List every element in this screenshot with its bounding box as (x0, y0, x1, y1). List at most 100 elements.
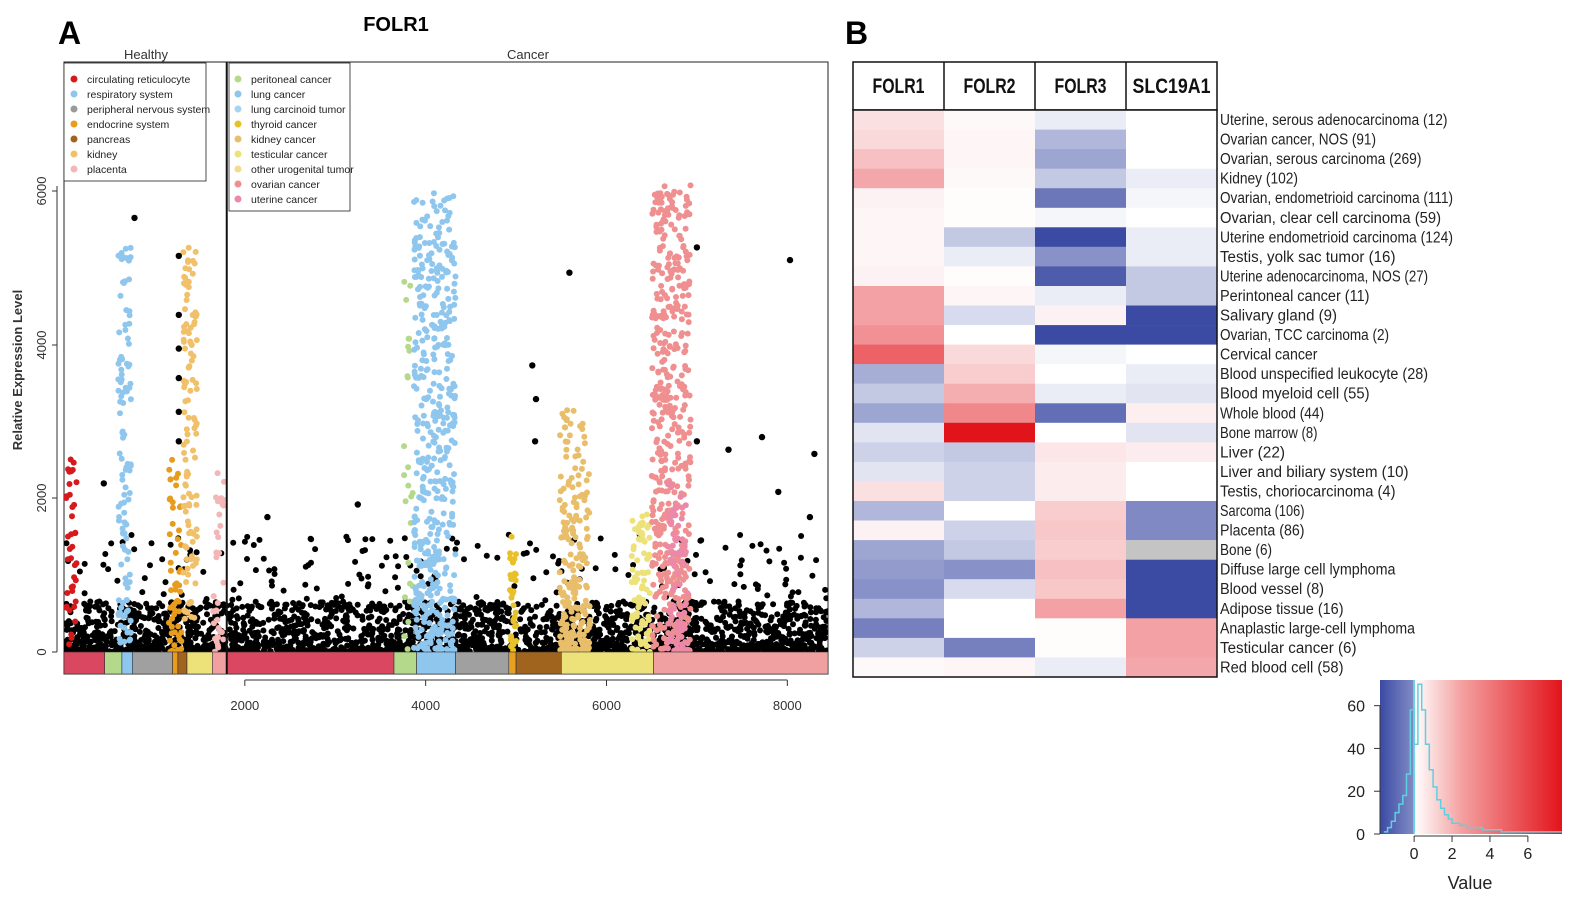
heatmap-cell (1035, 579, 1127, 600)
scatter-point (302, 614, 309, 620)
scatter-point (638, 530, 645, 537)
scatter-point (646, 534, 653, 541)
scatter-point (72, 618, 79, 625)
heatmap-row-label: Ovarian cancer, NOS (91) (1220, 132, 1376, 149)
legend-marker (70, 75, 78, 83)
scatter-point (665, 569, 672, 576)
scatter-point (420, 497, 427, 504)
scatter-point (200, 568, 207, 575)
heatmap-cell (1035, 422, 1127, 443)
scatter-point (735, 602, 742, 609)
scatter-point (189, 629, 196, 636)
scatter-point (250, 644, 257, 651)
scatter-point (413, 567, 420, 574)
scatter-point (424, 467, 431, 474)
scatter-point (763, 623, 770, 630)
scatter-point (464, 605, 471, 612)
scatter-point (491, 617, 498, 624)
scatter-point (434, 531, 441, 537)
scatter-point (566, 269, 573, 276)
scatter-point (123, 597, 130, 603)
scatter-point (607, 629, 614, 635)
scatter-point (418, 402, 425, 409)
scatter-point (112, 642, 119, 648)
heatmap-cell (1035, 188, 1127, 209)
scatter-point (685, 311, 692, 318)
scatter-point (118, 353, 125, 360)
legend-label: circulating reticulocyte (87, 74, 190, 86)
scatter-point (116, 514, 123, 520)
heatmap-row-label: Blood unspecified leukocyte (28) (1220, 366, 1428, 383)
scatter-point (431, 439, 438, 446)
scatter-point (575, 452, 582, 459)
scatter-point (668, 221, 675, 228)
heatmap-cell (1035, 305, 1127, 326)
scatter-point (413, 219, 420, 226)
scatter-point (429, 261, 436, 267)
scatter-point (665, 480, 672, 487)
legend-marker (70, 120, 78, 128)
panel-a-letter: A (58, 15, 81, 51)
scatter-point (187, 350, 194, 357)
scatter-point (269, 636, 275, 643)
scatter-point (685, 473, 692, 480)
scatter-point (185, 623, 192, 630)
scatter-point (625, 630, 632, 637)
scatter-point (127, 629, 134, 636)
scatter-point (411, 372, 418, 378)
scatter-point (256, 536, 263, 543)
color-key-x-tick-label: 0 (1410, 846, 1419, 863)
scatter-point (746, 629, 753, 636)
scatter-point (191, 416, 198, 423)
scatter-point (657, 549, 664, 556)
scatter-point (451, 260, 458, 267)
scatter-point (670, 414, 677, 421)
scatter-point (437, 457, 444, 464)
scatter-point (281, 614, 288, 621)
scatter-point (414, 645, 421, 652)
scatter-point (683, 196, 690, 203)
legend-marker (70, 90, 78, 98)
scatter-point (445, 295, 452, 302)
heatmap-row-label: Uterine adenocarcinoma, NOS (27) (1220, 268, 1428, 285)
scatter-point (443, 545, 450, 552)
scatter-point (260, 619, 267, 626)
scatter-point (575, 612, 582, 619)
scatter-point (344, 635, 351, 642)
heatmap-cell (853, 637, 945, 658)
scatter-point (653, 488, 659, 495)
y-tick-label: 0 (34, 648, 49, 655)
heatmap-cell (1126, 246, 1218, 267)
heatmap-cell (944, 618, 1036, 639)
scatter-point (553, 602, 560, 609)
heatmap-cell (1126, 325, 1218, 345)
scatter-point (445, 409, 452, 416)
heatmap-cell (1126, 188, 1218, 209)
scatter-point (664, 575, 670, 582)
scatter-point (413, 449, 420, 456)
scatter-point (653, 224, 660, 230)
scatter-point (641, 550, 648, 557)
scatter-point (424, 590, 431, 597)
scatter-point (358, 633, 365, 640)
scatter-point (182, 456, 189, 463)
scatter-point (216, 511, 223, 518)
scatter-point (685, 319, 692, 326)
scatter-point (438, 385, 445, 392)
scatter-point (566, 432, 573, 439)
scatter-point (688, 627, 695, 634)
scatter-point (713, 634, 719, 641)
heatmap-cell (1126, 403, 1218, 424)
heatmap-cell (1126, 110, 1218, 130)
scatter-point (447, 582, 454, 589)
scatter-point (244, 639, 251, 646)
heatmap-cell (853, 305, 945, 326)
scatter-point (428, 462, 435, 469)
y-tick-label: 6000 (34, 177, 49, 206)
scatter-point (403, 554, 410, 560)
scatter-point (118, 561, 125, 568)
scatter-point (418, 311, 425, 318)
scatter-point (697, 537, 704, 544)
heatmap-cell (1035, 286, 1127, 306)
scatter-point (417, 546, 424, 553)
